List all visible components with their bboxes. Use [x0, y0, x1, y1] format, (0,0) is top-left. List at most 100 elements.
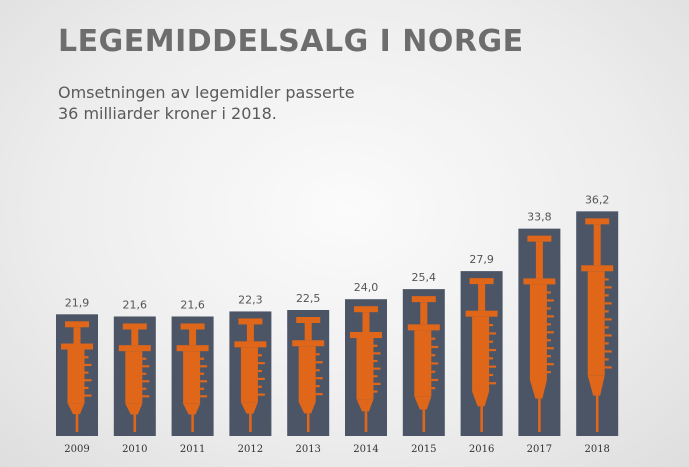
syringe-tick: [431, 378, 439, 382]
syringe-flange: [465, 310, 498, 317]
syringe-tick: [604, 334, 612, 337]
syringe-hub: [298, 401, 316, 414]
syringe-tick: [315, 377, 323, 380]
syringe-flange: [234, 341, 267, 348]
x-tick-label: 2016: [469, 444, 494, 455]
syringe-needle: [133, 414, 137, 432]
syringe-hub: [67, 403, 85, 415]
bar-group-2014: [345, 299, 387, 436]
syringe-tick: [373, 344, 378, 347]
syringe-tick: [546, 355, 551, 358]
syringe-tick: [546, 299, 554, 302]
syringe-plunger-rod: [73, 327, 81, 344]
syringe-tick: [604, 318, 612, 321]
x-tick-label: 2010: [122, 444, 147, 455]
syringe-plunger-cap: [65, 321, 89, 328]
syringe-tick: [315, 353, 320, 356]
syringe-tick: [200, 357, 205, 360]
syringe-tick: [604, 278, 609, 281]
syringe-needle: [595, 395, 599, 432]
syringe-tick: [84, 379, 92, 382]
syringe-flange: [118, 345, 151, 352]
x-tick-label: 2013: [295, 444, 320, 455]
value-label: 27,9: [469, 253, 494, 266]
syringe-barrel: [67, 349, 85, 404]
syringe-tick: [142, 372, 147, 375]
syringe-tick: [431, 387, 436, 390]
chart-title: LEGEMIDDELSALG I NORGE: [58, 24, 524, 59]
syringe-hub: [414, 396, 432, 410]
syringe-tick: [604, 310, 609, 313]
value-label: 22,5: [296, 292, 321, 305]
syringe-tick: [431, 337, 436, 340]
syringe-tick: [257, 385, 262, 388]
syringe-tick: [489, 348, 497, 352]
syringe-tick: [604, 302, 612, 305]
syringe-flange: [350, 332, 382, 339]
bar-group-2018: [576, 211, 619, 436]
syringe-tick: [546, 347, 554, 350]
syringe-tick: [604, 350, 612, 353]
bar-group-2009: [56, 314, 98, 436]
bar-group-2017: [518, 228, 561, 436]
syringe-barrel: [125, 351, 143, 404]
syringe-barrel: [356, 338, 374, 400]
syringe-plunger-rod: [420, 302, 428, 325]
syringe-tick: [604, 342, 609, 345]
syringe-flange: [176, 345, 209, 352]
syringe-tick: [489, 382, 497, 385]
syringe-tick: [200, 365, 208, 368]
syringe-tick: [604, 294, 609, 297]
syringe-tick: [84, 363, 92, 367]
syringe-tick: [489, 340, 494, 343]
syringe-tick: [546, 339, 551, 342]
syringe-flange: [407, 324, 440, 331]
syringe-hub: [183, 403, 201, 415]
syringe-tick: [200, 372, 205, 375]
syringe-plunger-cap: [238, 318, 263, 325]
syringe-tick: [431, 370, 436, 373]
syringe-tick: [142, 357, 147, 360]
syringe-tick: [546, 323, 551, 326]
syringe-plunger-rod: [535, 241, 543, 279]
bar-group-2016: [460, 271, 503, 436]
value-label: 25,4: [412, 271, 437, 284]
syringe-plunger-cap: [122, 323, 147, 330]
syringe-tick: [546, 371, 551, 374]
syringe-flange: [581, 265, 614, 272]
x-tick-label: 2018: [584, 444, 609, 455]
syringe-needle: [249, 413, 252, 432]
syringe-plunger-rod: [131, 329, 139, 346]
syringe-tick: [373, 382, 381, 386]
syringe-barrel: [298, 346, 316, 402]
syringe-needle: [191, 414, 194, 432]
syringe-tick: [604, 286, 612, 289]
syringe-barrel: [183, 351, 201, 404]
syringe-plunger-cap: [469, 278, 494, 285]
syringe-tick: [315, 369, 320, 372]
bar-group-2013: [287, 310, 330, 436]
value-label: 33,8: [527, 211, 552, 224]
syringe-tick: [546, 315, 554, 318]
x-tick-label: 2011: [180, 444, 205, 455]
syringe-hub: [529, 380, 547, 399]
syringe-needle: [306, 413, 310, 432]
syringe-tick: [142, 380, 150, 383]
syringe-tick: [489, 365, 497, 368]
syringe-plunger-cap: [354, 306, 378, 313]
syringe-tick: [604, 366, 612, 369]
syringe-tick: [546, 307, 551, 310]
syringe-tick: [546, 363, 554, 366]
syringe-hub: [356, 399, 374, 412]
syringe-tick: [142, 365, 150, 368]
syringe-plunger-rod: [189, 329, 197, 346]
syringe-plunger-rod: [246, 324, 254, 342]
syringe-hub: [125, 403, 143, 415]
syringe-tick: [373, 390, 378, 393]
syringe-tick: [84, 386, 89, 390]
syringe-needle: [480, 406, 483, 432]
syringe-tick: [84, 371, 89, 374]
syringe-tick: [373, 359, 378, 363]
value-label: 21,6: [123, 298, 148, 311]
